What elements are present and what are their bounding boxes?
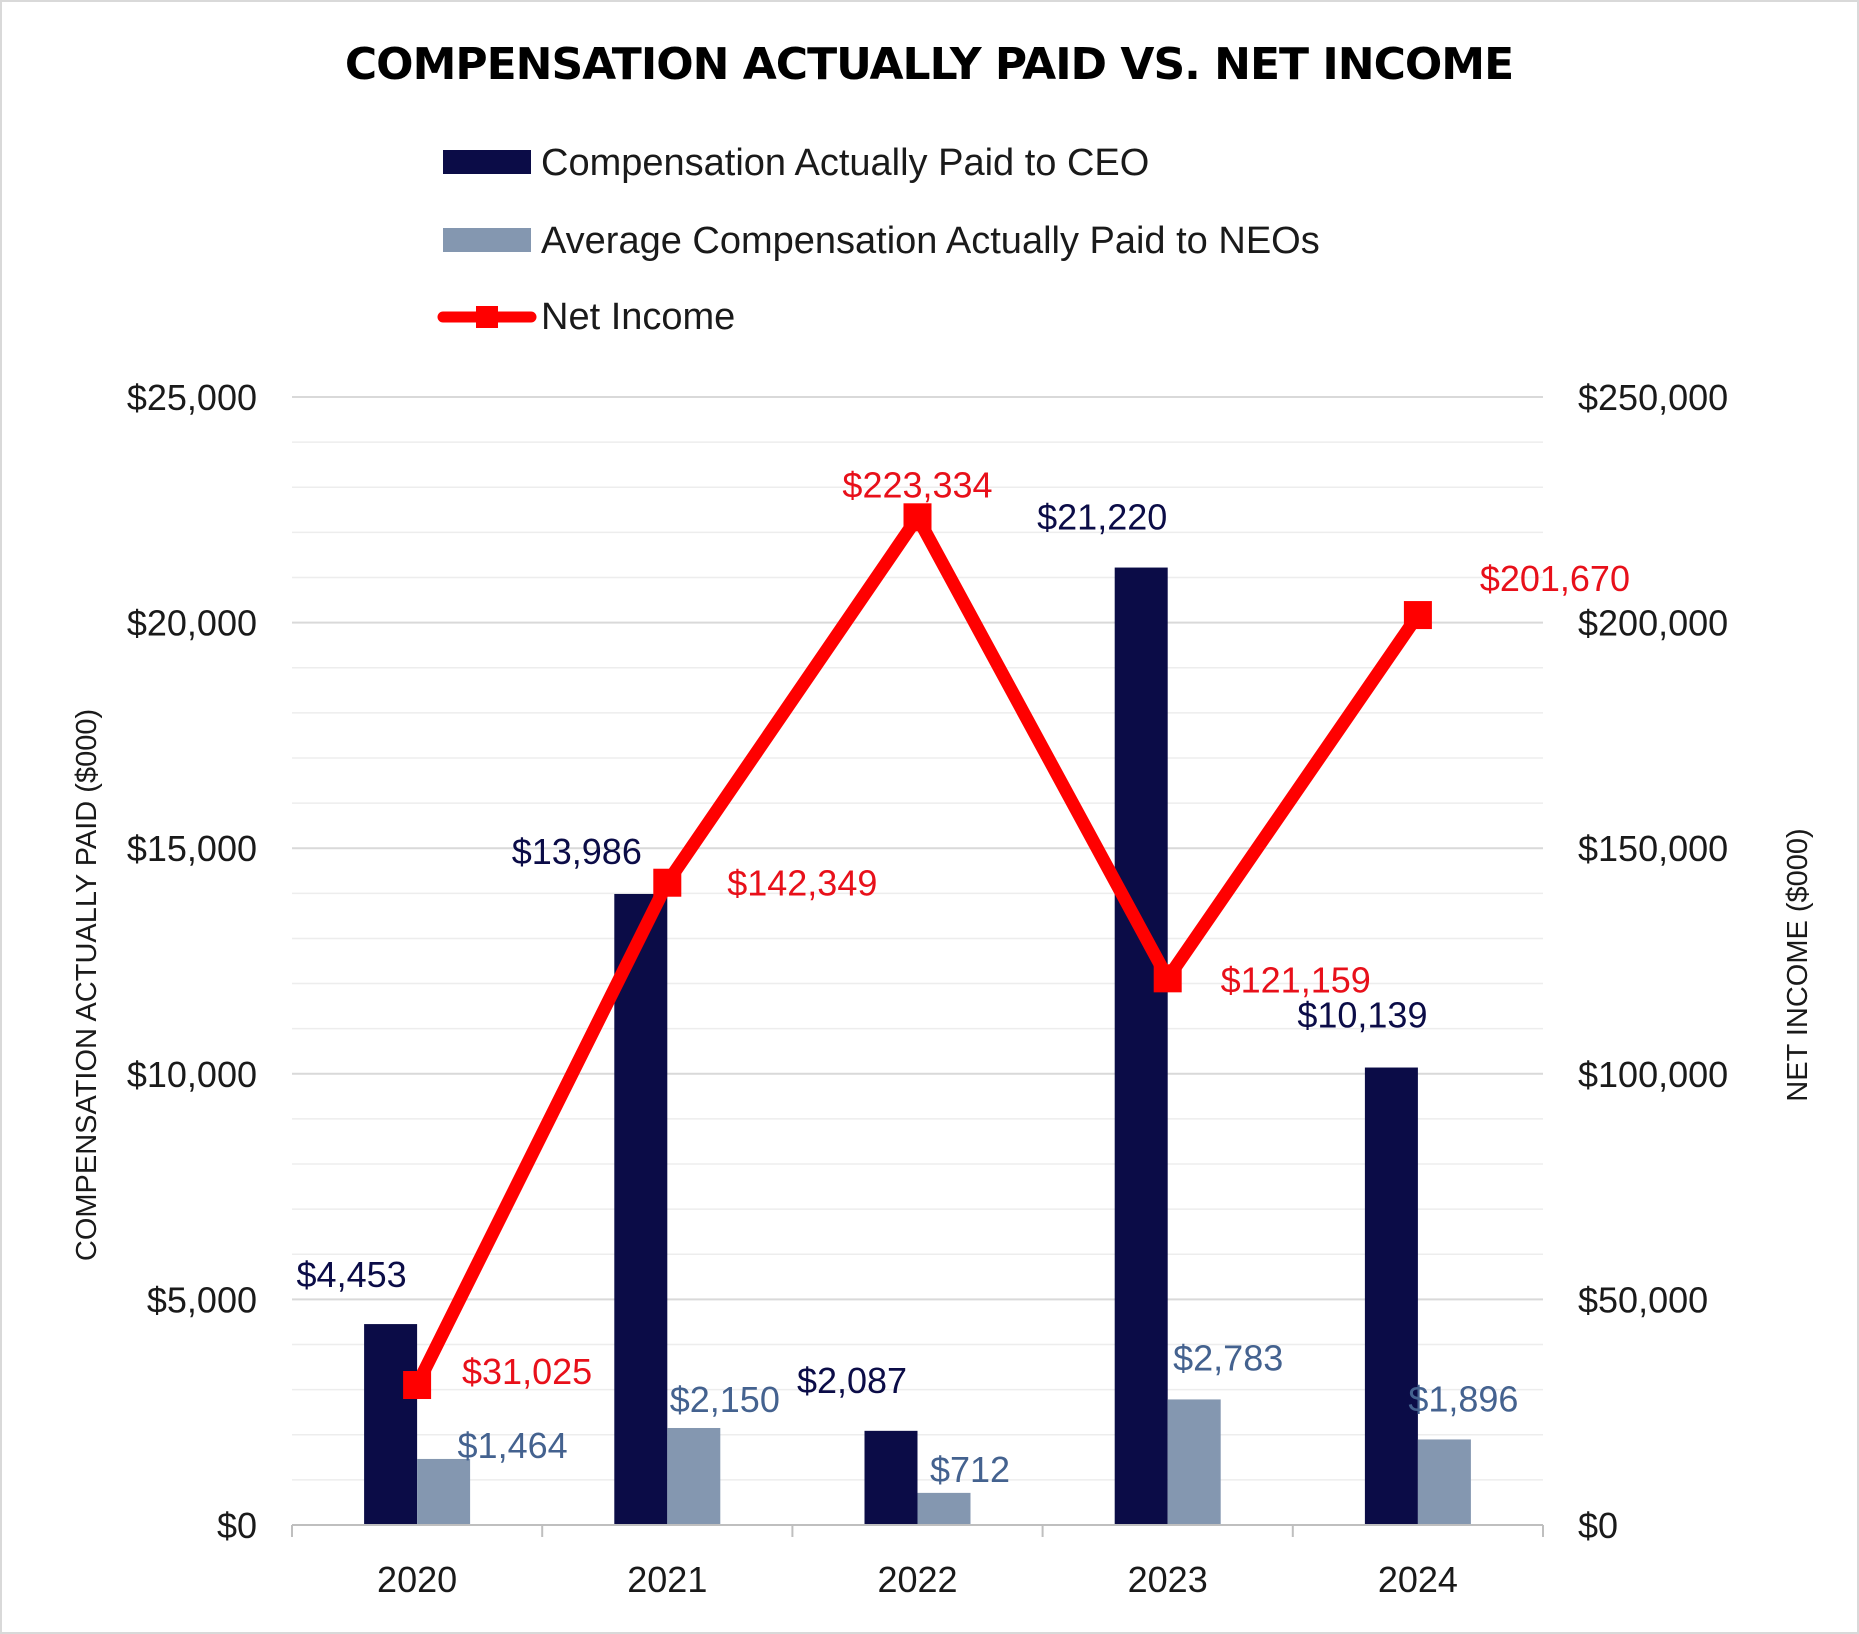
bar-ceo <box>864 1430 918 1525</box>
y-left-tick-label: $15,000 <box>127 828 257 869</box>
bar-ceo <box>614 893 668 1525</box>
y-right-tick-label: $50,000 <box>1578 1279 1708 1320</box>
legend-swatch-net-income-marker <box>476 306 498 328</box>
y-left-tick-label: $20,000 <box>127 603 257 644</box>
bar-neo <box>1167 1399 1221 1525</box>
data-label-ceo: $2,087 <box>797 1360 907 1401</box>
data-label-ceo: $4,453 <box>297 1254 407 1295</box>
bar-ceo <box>1364 1067 1418 1525</box>
legend-swatch-ceo <box>443 150 531 174</box>
data-label-ceo: $10,139 <box>1297 995 1427 1036</box>
data-label-neo: $1,896 <box>1408 1378 1518 1419</box>
chart-title: COMPENSATION ACTUALLY PAID VS. NET INCOM… <box>345 39 1513 90</box>
data-label-net-income: $31,025 <box>462 1351 592 1392</box>
bars <box>364 567 1471 1525</box>
x-tick-label: 2024 <box>1378 1559 1458 1600</box>
data-labels: $4,453 $1,464 $31,025 $13,986 $2,150 $142,349… <box>297 464 1630 1490</box>
legend-label-neos: Average Compensation Actually Paid to NE… <box>541 220 1320 262</box>
net-income-marker <box>1403 601 1432 630</box>
net-income-series <box>403 503 1432 1400</box>
data-label-neo: $2,783 <box>1173 1337 1283 1378</box>
x-tick-label: 2022 <box>877 1559 957 1600</box>
axes: 2020 2021 2022 2023 2024 $0 $5,000 $10,000 $15,0… <box>127 377 1728 1600</box>
y-right-tick-label: $150,000 <box>1578 828 1728 869</box>
net-income-marker <box>403 1371 432 1400</box>
y-right-tick-label: $250,000 <box>1578 377 1728 418</box>
y-left-tick-label: $5,000 <box>147 1279 257 1320</box>
y-axis-left-title: COMPENSATION ACTUALLY PAID ($000) <box>71 709 103 1261</box>
y-right-tick-label: $0 <box>1578 1505 1618 1546</box>
y-axis-right-title: NET INCOME ($000) <box>1782 828 1814 1101</box>
gridlines <box>292 396 1543 1481</box>
net-income-marker <box>1153 964 1182 993</box>
bar-ceo <box>364 1324 418 1525</box>
bar-neo <box>417 1458 471 1525</box>
x-tick-label: 2021 <box>627 1559 707 1600</box>
data-label-net-income: $223,334 <box>842 464 992 505</box>
legend-label-net-income: Net Income <box>541 296 735 338</box>
x-tick-label: 2020 <box>377 1559 457 1600</box>
y-left-tick-label: $10,000 <box>127 1054 257 1095</box>
data-label-neo: $1,464 <box>458 1425 568 1466</box>
bar-ceo <box>1114 567 1168 1525</box>
legend: Compensation Actually Paid to CEO Averag… <box>437 142 1320 338</box>
legend-swatch-neos <box>443 228 531 252</box>
data-label-ceo: $13,986 <box>512 831 642 872</box>
net-income-marker <box>903 503 932 532</box>
net-income-marker <box>653 868 682 897</box>
bar-neo <box>1417 1439 1471 1525</box>
y-left-tick-label: $0 <box>217 1505 257 1546</box>
bar-neo <box>667 1427 721 1525</box>
data-label-neo: $2,150 <box>670 1379 780 1420</box>
bar-neo <box>917 1492 971 1525</box>
y-left-tick-label: $25,000 <box>127 377 257 418</box>
data-label-ceo: $21,220 <box>1037 497 1167 538</box>
data-label-neo: $712 <box>930 1449 1010 1490</box>
data-label-net-income: $201,670 <box>1480 558 1630 599</box>
data-label-net-income: $121,159 <box>1221 959 1371 1000</box>
y-right-tick-label: $100,000 <box>1578 1054 1728 1095</box>
x-tick-label: 2023 <box>1128 1559 1208 1600</box>
legend-label-ceo: Compensation Actually Paid to CEO <box>541 142 1149 184</box>
data-label-net-income: $142,349 <box>727 863 877 904</box>
y-right-tick-label: $200,000 <box>1578 603 1728 644</box>
